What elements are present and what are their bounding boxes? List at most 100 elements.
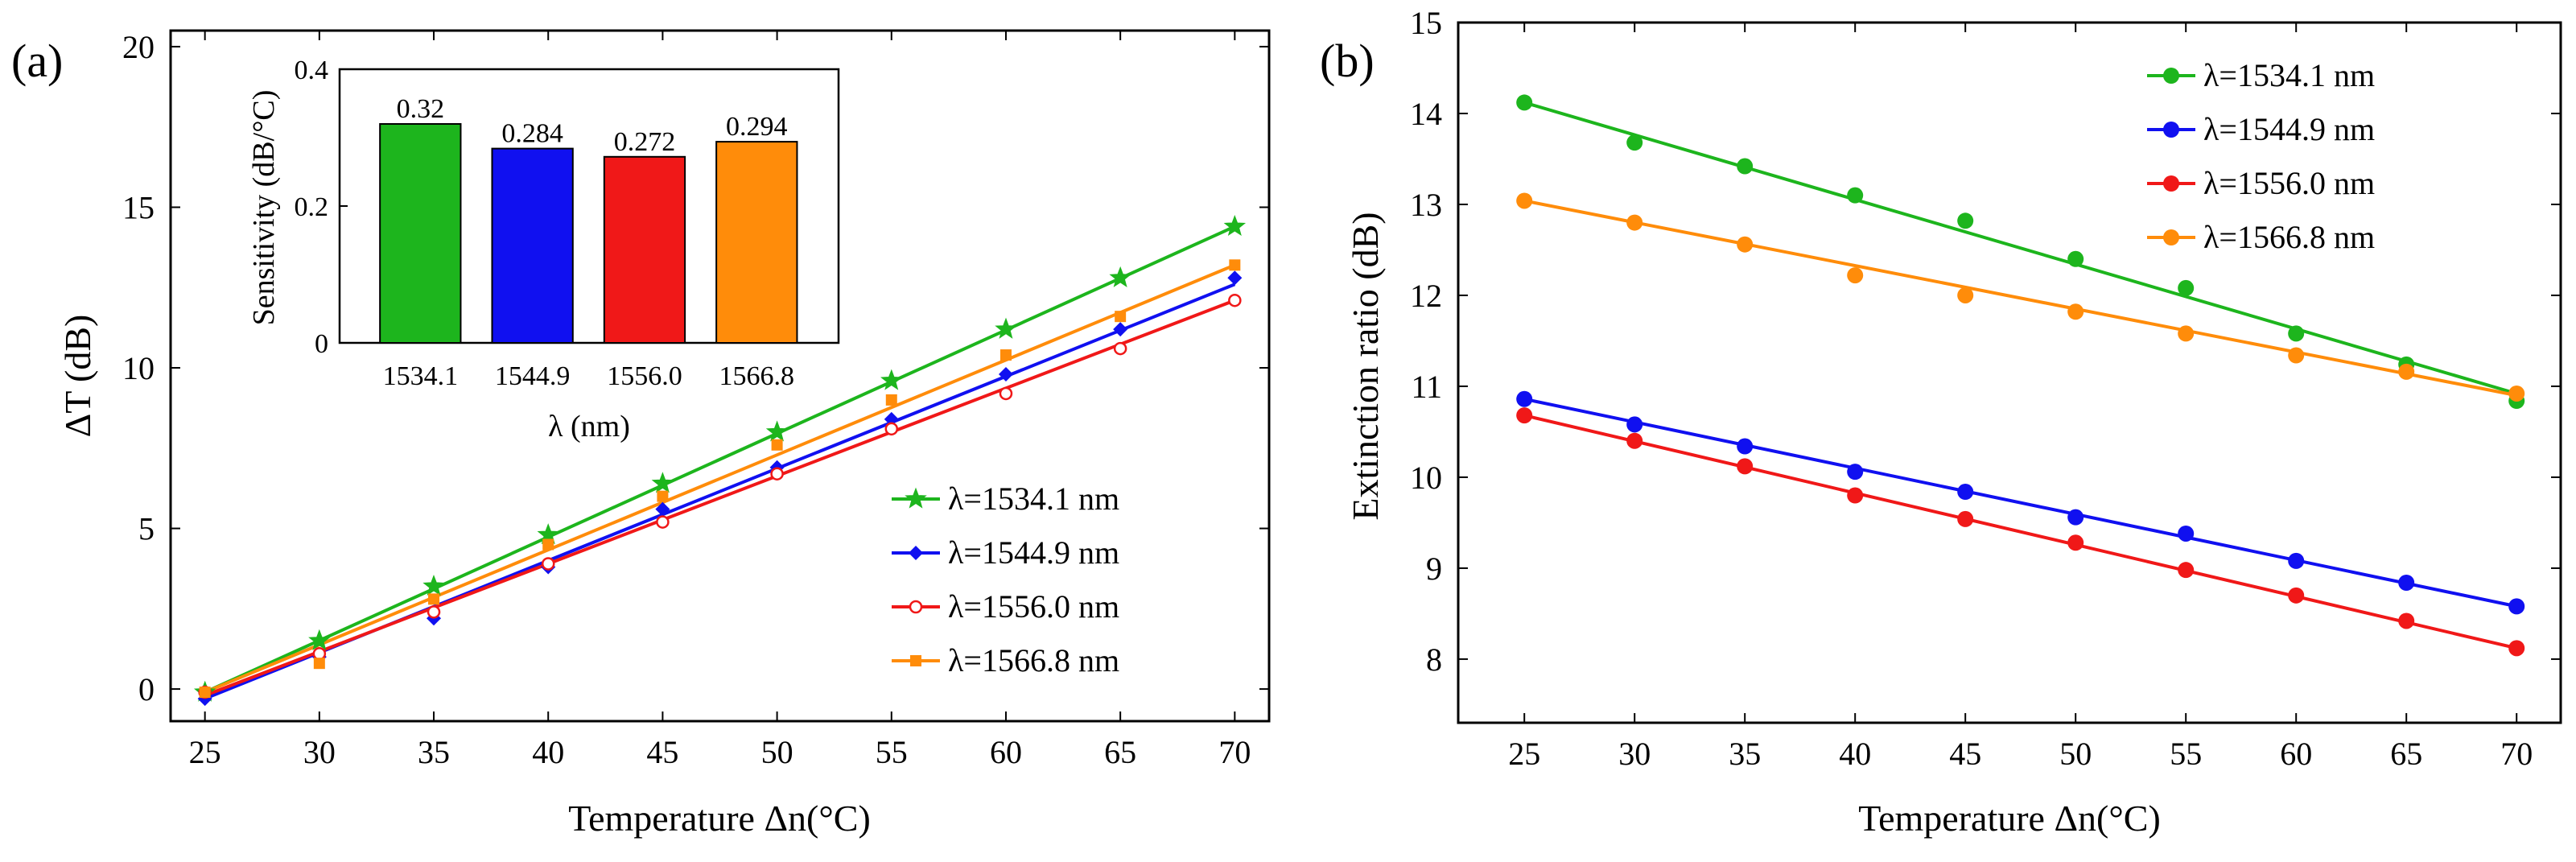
legend-marker-1 xyxy=(909,546,923,560)
legend-entry-2: λ=1556.0 nm xyxy=(2203,165,2375,201)
series-fit-line-3 xyxy=(1523,199,2517,398)
x-tick-label: 25 xyxy=(1508,736,1540,772)
data-point-0 xyxy=(2288,325,2305,342)
data-point-2 xyxy=(656,515,670,529)
y-tick-label: 14 xyxy=(1410,96,1442,132)
panel-a-legend: λ=1534.1 nm λ=1544.9 nm λ=1556.0 nm λ=1566.… xyxy=(884,462,1257,695)
x-tick-label: 55 xyxy=(2170,736,2202,772)
x-tick-label: 50 xyxy=(761,734,793,770)
data-point-2 xyxy=(884,422,899,436)
data-point-1 xyxy=(2067,509,2084,526)
x-tick-label: 40 xyxy=(532,734,564,770)
x-tick-label: 25 xyxy=(189,734,221,770)
inset-bar-value-label: 0.272 xyxy=(614,127,676,157)
data-point-3 xyxy=(428,593,440,605)
data-point-2 xyxy=(2398,612,2415,629)
data-point-1 xyxy=(655,501,670,517)
panel-b: (b) 25 30 35 40 45 50 55 60 65 70 8 9 10 11 12 13 14 15 T… xyxy=(1320,5,2562,839)
x-tick-label: 65 xyxy=(2390,736,2422,772)
y-tick-label: 5 xyxy=(138,511,155,547)
data-point-2 xyxy=(1737,458,1754,475)
data-point-2 xyxy=(427,605,441,619)
x-tick-label: 45 xyxy=(1949,736,1981,772)
y-tick-label: 10 xyxy=(1410,460,1442,496)
inset-bar-0 xyxy=(379,123,462,344)
data-point-2 xyxy=(2067,534,2084,551)
panel-a: (a) 25 30 35 40 45 50 55 60 65 70 0 5 10 15 20 Tempera… xyxy=(11,29,1271,839)
data-point-1 xyxy=(998,367,1013,382)
legend-marker-1 xyxy=(2163,122,2179,138)
y-tick-label: 11 xyxy=(1411,369,1442,405)
data-point-3 xyxy=(1737,236,1754,253)
data-point-0 xyxy=(1957,212,1974,229)
inset-y-axis-label: Sensitivity (dB/°C) xyxy=(247,90,281,326)
data-point-1 xyxy=(2508,598,2525,615)
data-point-0 xyxy=(1223,214,1247,237)
inset-bar-3 xyxy=(715,141,798,344)
legend-marker-2 xyxy=(2163,175,2179,192)
data-point-2 xyxy=(1228,293,1242,307)
data-point-0 xyxy=(1737,158,1754,175)
data-point-2 xyxy=(1113,341,1127,356)
x-tick-label: 30 xyxy=(303,734,336,770)
data-point-2 xyxy=(312,646,327,661)
data-point-3 xyxy=(1516,192,1533,209)
data-point-2 xyxy=(1847,487,1864,504)
series-fit-line-2 xyxy=(204,299,1236,697)
y-tick-label: 12 xyxy=(1410,278,1442,314)
x-tick-label: 30 xyxy=(1618,736,1651,772)
x-tick-label: 65 xyxy=(1104,734,1136,770)
series-fit-line-0 xyxy=(1523,101,2517,395)
data-point-3 xyxy=(542,538,554,551)
data-point-1 xyxy=(1737,438,1754,455)
data-point-1 xyxy=(884,411,899,427)
y-tick-label: 20 xyxy=(122,29,155,65)
data-point-0 xyxy=(422,574,445,596)
data-point-3 xyxy=(657,490,669,502)
data-point-2 xyxy=(999,386,1013,401)
data-point-1 xyxy=(2398,575,2415,591)
data-point-2 xyxy=(2288,587,2305,604)
inset-y-tick-label: 0 xyxy=(315,329,328,359)
legend-entry-1: λ=1544.9 nm xyxy=(948,534,1119,571)
y-tick-label: 13 xyxy=(1410,187,1442,223)
legend-entry-3: λ=1566.8 nm xyxy=(2203,219,2375,255)
data-point-3 xyxy=(1229,259,1241,271)
data-point-2 xyxy=(541,557,555,571)
data-point-3 xyxy=(2508,385,2525,402)
data-point-1 xyxy=(1227,270,1243,286)
data-point-2 xyxy=(1626,432,1643,449)
data-point-3 xyxy=(2067,303,2084,320)
x-tick-label: 35 xyxy=(1729,736,1761,772)
inset-bar-2 xyxy=(603,155,686,344)
inset-bar-chart: 0.32 0.284 0.272 0.294 1534.1 1544.9 1556.0 15… xyxy=(247,47,851,443)
data-point-1 xyxy=(1847,464,1864,480)
data-point-1 xyxy=(1626,416,1643,433)
y-tick-label: 0 xyxy=(138,671,155,707)
data-point-0 xyxy=(2067,250,2084,267)
panel-a-label: (a) xyxy=(11,35,63,87)
data-point-0 xyxy=(765,420,789,442)
inset-x-tick-label: 1566.8 xyxy=(719,361,795,391)
data-point-0 xyxy=(1847,187,1864,204)
data-point-3 xyxy=(1626,214,1643,231)
data-point-3 xyxy=(999,349,1012,361)
data-point-0 xyxy=(651,472,674,493)
data-point-0 xyxy=(308,629,331,650)
data-point-2 xyxy=(2508,640,2525,657)
panel-a-axes-frame xyxy=(169,29,1271,723)
data-point-2 xyxy=(770,467,784,480)
data-point-1 xyxy=(1113,322,1128,337)
x-tick-label: 60 xyxy=(990,734,1022,770)
x-tick-label: 70 xyxy=(2500,736,2533,772)
inset-bar-1 xyxy=(491,147,574,344)
legend-marker-2 xyxy=(909,600,923,614)
legend-marker-0 xyxy=(905,487,927,509)
legend-marker-3 xyxy=(2163,229,2179,245)
data-point-3 xyxy=(1957,287,1974,303)
x-tick-label: 70 xyxy=(1218,734,1251,770)
legend-marker-3 xyxy=(910,655,921,666)
x-tick-label: 35 xyxy=(418,734,450,770)
series-fit-line-1 xyxy=(1523,397,2517,608)
